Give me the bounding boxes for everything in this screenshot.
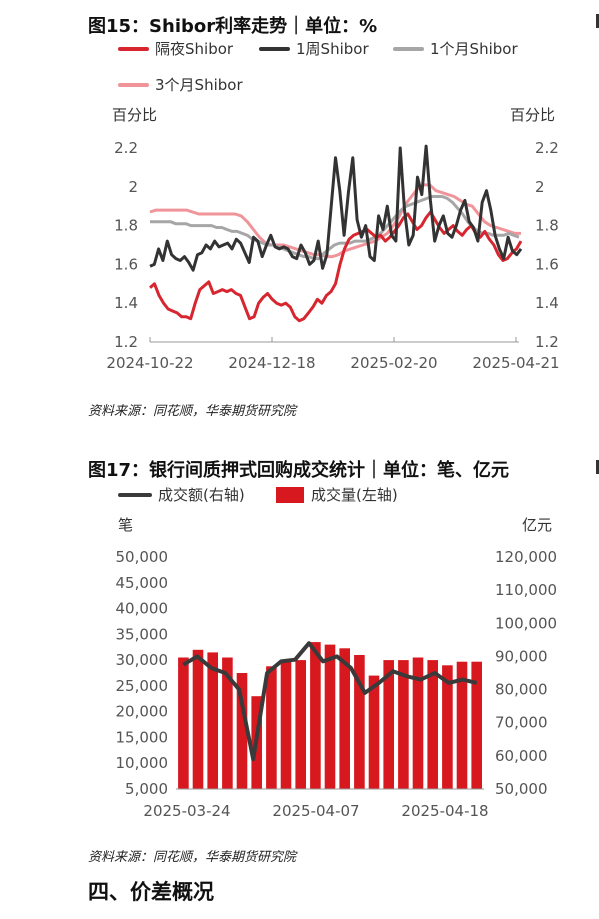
y-tick-left: 25,000 bbox=[116, 677, 169, 695]
x-tick-label: 2025-04-18 bbox=[401, 802, 488, 820]
bar bbox=[354, 655, 365, 789]
y-tick-left: 30,000 bbox=[116, 651, 169, 669]
x-tick-label: 2025-04-07 bbox=[272, 802, 359, 820]
y-tick-left: 1.6 bbox=[114, 255, 138, 273]
figure17-source: 资料来源：同花顺，华泰期货研究院 bbox=[88, 850, 297, 865]
y-tick-left: 1.8 bbox=[114, 217, 138, 235]
y-tick-right: 2 bbox=[535, 178, 545, 196]
bar bbox=[280, 661, 292, 789]
y-tick-right: 1.8 bbox=[535, 217, 559, 235]
bar bbox=[427, 660, 438, 789]
x-tick-label: 2025-03-24 bbox=[143, 802, 230, 820]
x-tick-label: 2024-12-18 bbox=[228, 354, 315, 372]
y-tick-right: 120,000 bbox=[495, 548, 557, 566]
legend-label-line: 成交额(右轴) bbox=[158, 486, 245, 504]
y-tick-right: 80,000 bbox=[495, 681, 548, 699]
figure15-title: 图15：Shibor利率走势｜单位：% bbox=[88, 16, 378, 37]
bar bbox=[368, 675, 380, 789]
y-tick-left: 5,000 bbox=[125, 780, 168, 798]
bar bbox=[398, 660, 409, 789]
y-tick-right: 50,000 bbox=[495, 780, 548, 798]
x-tick-label: 2025-02-20 bbox=[350, 354, 437, 372]
y-tick-left: 2 bbox=[128, 178, 138, 196]
y-tick-right: 60,000 bbox=[495, 747, 548, 765]
y-tick-right: 110,000 bbox=[495, 581, 557, 599]
section-heading: 四、价差概况 bbox=[88, 880, 214, 904]
y-tick-right: 100,000 bbox=[495, 614, 557, 632]
bar bbox=[412, 657, 424, 789]
figure17-chart: 成交额(右轴) 成交量(左轴) 笔 亿元 5,000 10,000 15,000 20,000… bbox=[116, 486, 558, 820]
figure15-source: 资料来源：同花顺，华泰期货研究院 bbox=[88, 404, 297, 419]
bar bbox=[236, 673, 248, 789]
legend-swatch-bar bbox=[276, 487, 304, 503]
bar bbox=[266, 666, 277, 789]
series-line-3 bbox=[150, 195, 520, 261]
bar bbox=[471, 661, 482, 789]
series-line-2 bbox=[149, 144, 523, 272]
series-line-1 bbox=[149, 210, 523, 323]
y-tick-left: 1.4 bbox=[114, 294, 138, 312]
legend-label-4: 3个月Shibor bbox=[155, 76, 243, 94]
series-line-4 bbox=[149, 183, 521, 259]
bar bbox=[222, 657, 233, 789]
legend-label-bar: 成交量(左轴) bbox=[311, 486, 398, 504]
y-tick-left: 2.2 bbox=[114, 139, 138, 157]
y-tick-right: 1.6 bbox=[535, 255, 559, 273]
legend-label-3: 1个月Shibor bbox=[430, 40, 518, 58]
y-tick-right: 90,000 bbox=[495, 647, 548, 665]
y-tick-right: 2.2 bbox=[535, 139, 559, 157]
y-unit-right: 亿元 bbox=[522, 516, 552, 534]
y-tick-left: 10,000 bbox=[116, 754, 169, 772]
y-tick-left: 50,000 bbox=[116, 548, 169, 566]
bar bbox=[178, 657, 189, 789]
y-tick-left: 1.2 bbox=[114, 333, 138, 351]
legend-label-1: 隔夜Shibor bbox=[155, 40, 234, 58]
series-line-amount bbox=[182, 641, 478, 762]
bar bbox=[324, 644, 336, 789]
bar bbox=[192, 649, 204, 789]
figure17-title: 图17：银行间质押式回购成交统计｜单位：笔、亿元 bbox=[88, 460, 510, 481]
y-unit-right: 百分比 bbox=[510, 106, 555, 124]
y-tick-right: 1.4 bbox=[535, 294, 559, 312]
bar bbox=[442, 665, 453, 789]
bar bbox=[383, 660, 394, 789]
page-edge-mark bbox=[596, 14, 599, 28]
y-tick-left: 40,000 bbox=[116, 600, 169, 618]
legend-label-2: 1周Shibor bbox=[296, 40, 369, 58]
figure15-chart: 隔夜Shibor 1周Shibor 1个月Shibor 3个月Shibor 百分比 百分比… bbox=[106, 40, 559, 372]
y-tick-left: 20,000 bbox=[116, 703, 169, 721]
y-unit-left: 笔 bbox=[118, 516, 133, 534]
y-tick-left: 15,000 bbox=[116, 728, 169, 746]
x-tick-label: 2025-04-21 bbox=[472, 354, 559, 372]
y-tick-right: 70,000 bbox=[495, 714, 548, 732]
x-tick-label: 2024-10-22 bbox=[106, 354, 193, 372]
bar bbox=[295, 660, 306, 789]
y-unit-left: 百分比 bbox=[112, 106, 157, 124]
bar bbox=[339, 648, 350, 789]
bar bbox=[456, 661, 468, 789]
y-tick-left: 45,000 bbox=[116, 574, 169, 592]
bar bbox=[207, 652, 218, 789]
page-edge-mark bbox=[596, 460, 599, 474]
bar bbox=[310, 642, 321, 789]
y-tick-left: 35,000 bbox=[116, 625, 169, 643]
y-tick-right: 1.2 bbox=[535, 333, 559, 351]
